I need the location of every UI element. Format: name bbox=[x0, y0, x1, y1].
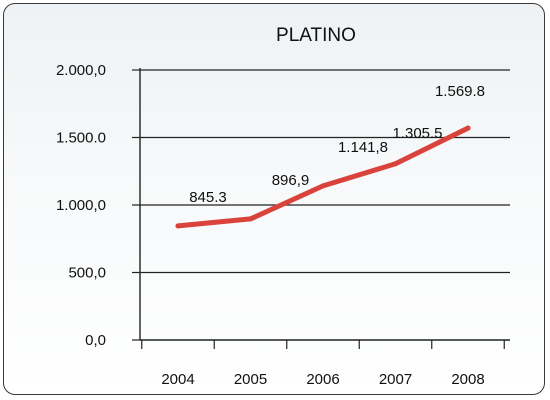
data-label: 1.569.8 bbox=[435, 83, 485, 100]
data-point bbox=[175, 223, 181, 229]
data-point bbox=[248, 216, 253, 222]
y-tick-label: 1.000,0 bbox=[56, 197, 106, 214]
x-tick-label: 2005 bbox=[234, 371, 267, 388]
data-point bbox=[320, 183, 326, 189]
x-tick-label: 2008 bbox=[451, 371, 484, 388]
x-tick-label: 2004 bbox=[161, 371, 194, 388]
y-tick-label: 500,0 bbox=[68, 265, 106, 282]
x-tick-label: 2007 bbox=[379, 371, 412, 388]
y-tick-label: 1.500.0 bbox=[56, 130, 106, 147]
chart-title: PLATINO bbox=[276, 25, 356, 46]
x-tick-label: 2006 bbox=[306, 371, 339, 388]
y-tick-label: 0,0 bbox=[85, 332, 106, 349]
data-label: 896,9 bbox=[272, 172, 310, 189]
data-label: 1.305.5 bbox=[392, 125, 442, 142]
y-tick-label: 2.000,0 bbox=[56, 62, 106, 79]
data-point bbox=[393, 161, 398, 167]
data-label: 1.141,8 bbox=[338, 139, 388, 156]
data-label: 845.3 bbox=[189, 189, 227, 206]
data-point bbox=[465, 125, 471, 131]
series-line bbox=[175, 125, 471, 229]
chart-panel bbox=[3, 3, 545, 395]
